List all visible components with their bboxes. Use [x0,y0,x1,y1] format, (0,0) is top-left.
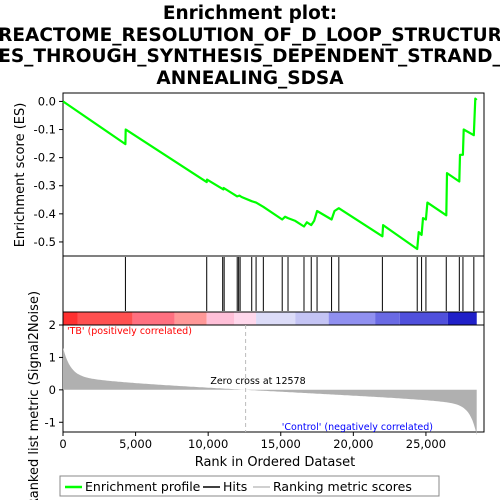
x-tick-label: 25,000 [406,437,446,451]
color-bar-segment [77,312,133,325]
x-axis-ticks: 0 5,000 10,000 15,000 20,000 25,000 [59,432,446,451]
color-bar-segment [375,312,400,325]
rank-color-bar [63,312,477,325]
es-profile-layer [62,97,478,251]
es-profile-line [62,97,478,251]
zero-cross-label: Zero cross at 12578 [210,376,305,387]
title-line-3: ES_THROUGH_SYNTHESIS_DEPENDENT_STRAND_ [0,46,500,67]
color-bar-segment [399,312,448,325]
es-tick-label: -0.1 [34,123,56,137]
legend: Enrichment profile Hits Ranking metric s… [59,475,440,497]
es-panel-frame [62,92,485,257]
legend-es-label: Enrichment profile [85,479,201,494]
color-bar-segment [295,312,329,325]
es-tick-label: -0.5 [34,235,56,249]
metric-tick-label: 0 [49,383,56,397]
x-tick-label: 15,000 [261,437,301,451]
hits-layer [124,257,475,311]
legend-frame [59,475,440,497]
metric-tick-label: 1 [49,350,56,364]
metric-tick-label: -1 [45,415,56,429]
es-tick-label: -0.4 [34,207,56,221]
color-bar-segment [132,312,175,325]
metric-axis-ticks: 2 1 0 -1 [45,318,63,429]
x-tick-label: 0 [59,437,66,451]
es-tick-label: -0.2 [34,151,56,165]
es-axis-ticks: 0.0 -0.1 -0.2 -0.3 -0.4 -0.5 [34,94,63,249]
legend-metric-label: Ranking metric scores [273,479,412,494]
color-bar-segment [328,312,376,325]
color-bar-segment [63,312,78,325]
metric-axis-label: Ranked list metric (Signal2Noise) [27,291,42,500]
es-tick-label: -0.3 [34,179,56,193]
positive-label: 'TB' (positively correlated) [67,326,192,337]
metric-tick-label: 2 [49,318,56,332]
hits-panel-frame [62,255,485,313]
legend-hits-label: Hits [223,479,247,494]
x-tick-label: 10,000 [188,437,228,451]
color-bar-segment [174,312,207,325]
metric-area [63,347,477,436]
x-axis-label: Rank in Ordered Dataset [195,455,356,470]
title-line-2: REACTOME_RESOLUTION_OF_D_LOOP_STRUCTUR [0,25,500,46]
color-bar-segment [206,312,235,325]
metric-layer [63,325,477,436]
title-line-1: Enrichment plot: [163,3,337,24]
negative-label: 'Control' (negatively correlated) [282,422,433,433]
x-tick-label: 20,000 [333,437,373,451]
color-bar-segment [447,312,477,325]
chart-title: Enrichment plot: REACTOME_RESOLUTION_OF_… [0,3,500,89]
title-line-4: ANNEALING_SDSA [156,68,344,89]
es-axis-label: Enrichment score (ES) [13,103,28,248]
es-tick-label: 0.0 [38,94,56,108]
metric-panel-frame [62,324,485,433]
color-bar-segment [256,312,296,325]
x-tick-label: 5,000 [119,437,152,451]
color-bar-segment [234,312,257,325]
